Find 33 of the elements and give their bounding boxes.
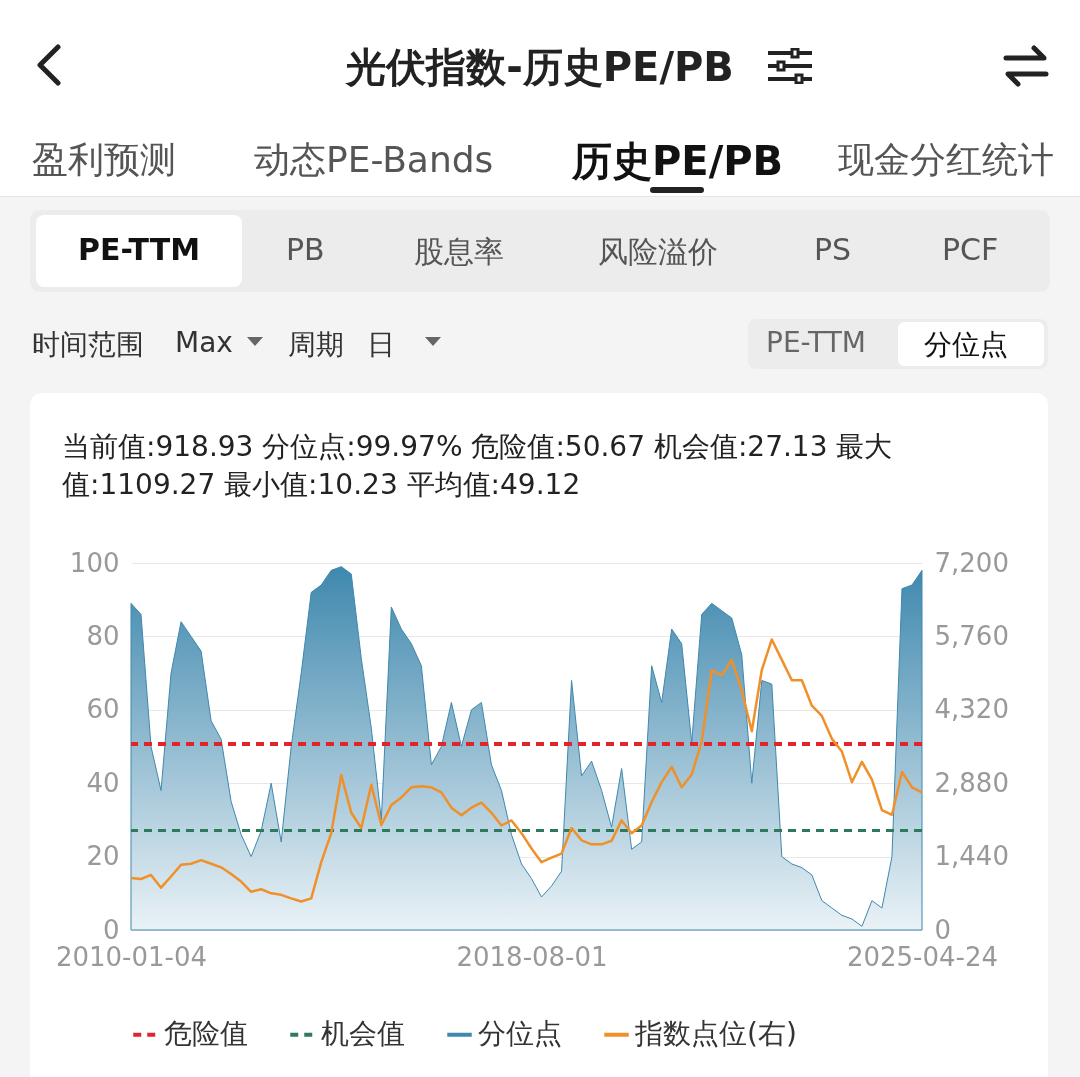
text: PE-TTM <box>78 232 200 267</box>
text: 盈利预测 <box>32 138 176 182</box>
x-tick-label: 2018-08-01 <box>456 941 608 972</box>
legend-label: 分位点 <box>478 1016 562 1050</box>
text: 风险溢价 <box>598 233 718 271</box>
text: PS <box>814 232 852 267</box>
text: 日 <box>367 327 395 363</box>
text: 当前值:918.93 分位点:99.97% 危险值:50.67 机会值:27.13 最大值:1109.27 最小值:10.23 平均值:49.12 <box>62 429 894 503</box>
text: PCF <box>942 232 999 267</box>
legend-label: 指数点位(右) <box>634 1016 797 1050</box>
y-tick-label: 60 <box>86 694 120 725</box>
text: PB <box>286 232 325 267</box>
text: 动态PE-Bands <box>254 138 494 182</box>
text: Max <box>175 326 233 359</box>
y-tick-label: 80 <box>86 620 120 651</box>
y2-tick-label: 4,320 <box>934 694 1009 725</box>
text: 时间范围 <box>32 327 144 363</box>
text: 周期 <box>288 327 344 363</box>
text: 历史PE/PB <box>572 137 784 186</box>
chart-title: 光伏指数-历史PE/PB <box>346 44 734 90</box>
text: 分位点 <box>924 327 1008 363</box>
y-tick-label: 40 <box>86 767 120 798</box>
y2-tick-label: 1,440 <box>934 841 1009 872</box>
y2-tick-label: 5,760 <box>934 620 1009 651</box>
text: 现金分红统计 <box>838 138 1054 182</box>
y2-tick-label: 7,200 <box>934 547 1009 578</box>
text: PE-TTM <box>766 326 866 359</box>
y2-tick-label: 2,880 <box>934 767 1009 798</box>
legend-label: 机会值 <box>321 1016 405 1050</box>
y-tick-label: 20 <box>86 841 120 872</box>
legend-label: 危险值 <box>164 1016 248 1050</box>
y-tick-label: 100 <box>69 547 120 578</box>
text: 股息率 <box>414 233 504 271</box>
